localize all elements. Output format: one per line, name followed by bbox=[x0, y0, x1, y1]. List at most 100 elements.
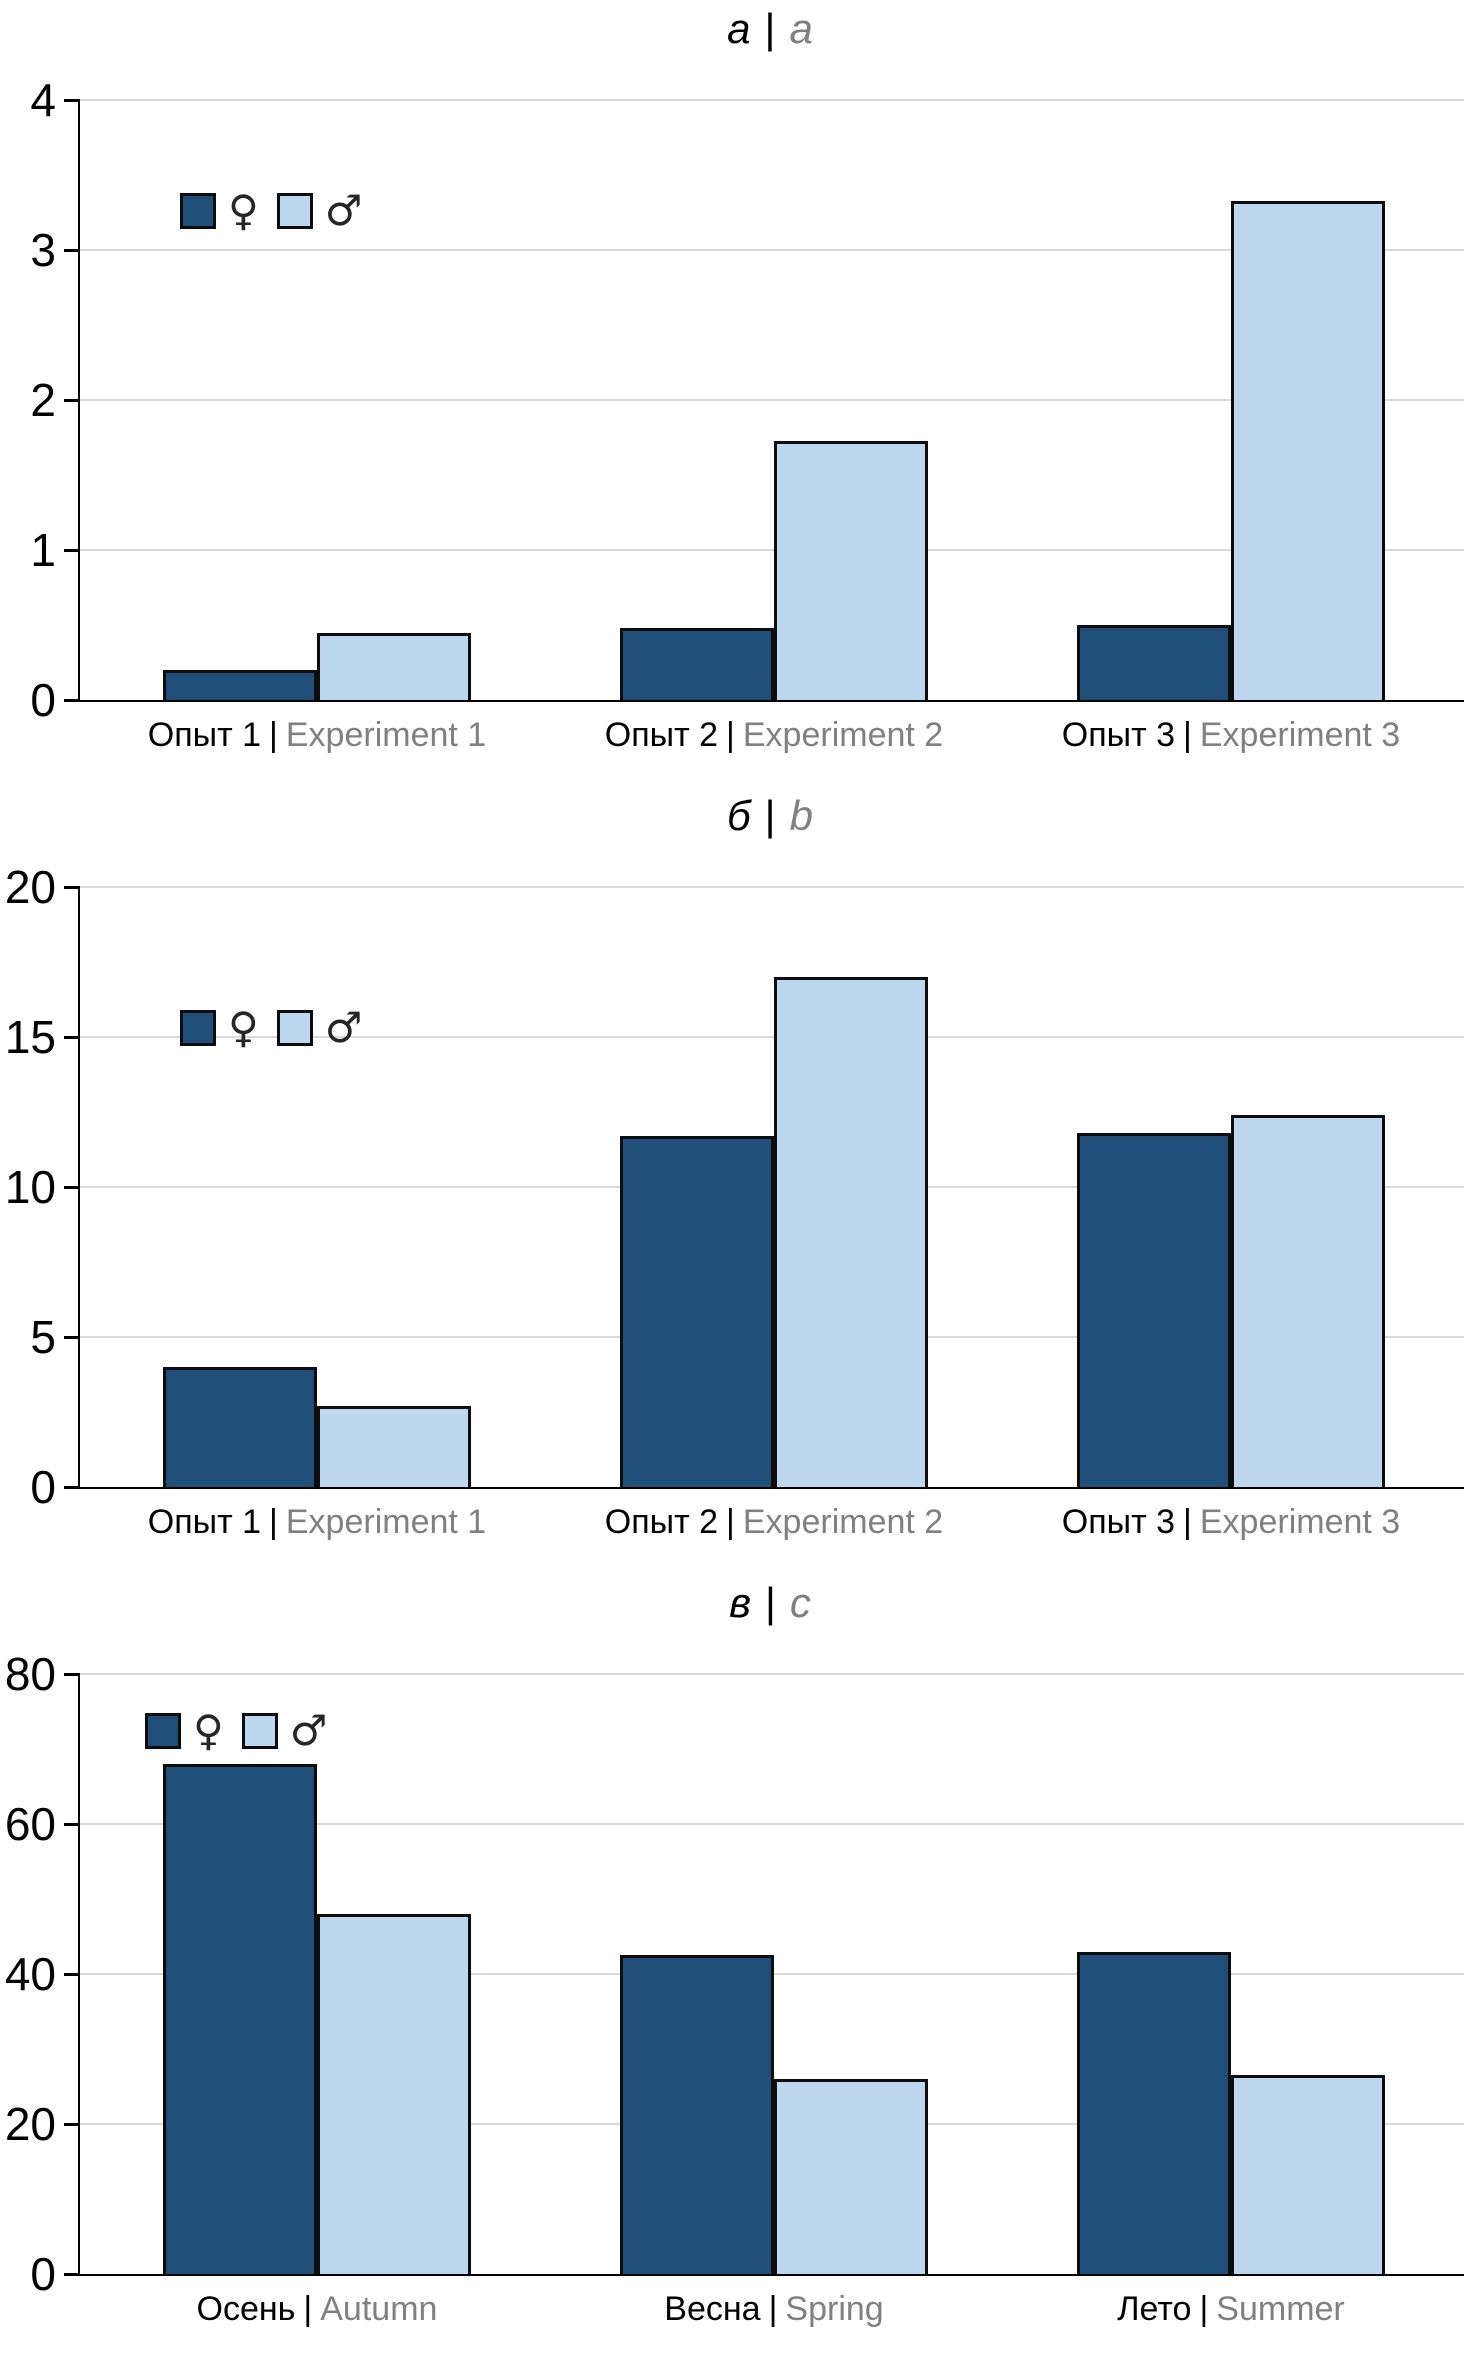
x-label-en: Experiment 1 bbox=[285, 1503, 487, 1541]
male-symbol: ♂ bbox=[324, 186, 363, 235]
bar-male-2 bbox=[774, 977, 928, 1487]
gridline-y-2 bbox=[80, 399, 1464, 401]
gridline-y-1 bbox=[80, 549, 1464, 551]
chart-title-separator: | bbox=[764, 792, 776, 839]
x-category-label-2: Опыт 2 | Experiment 2 bbox=[544, 716, 1004, 755]
y-axis-tick-0 bbox=[64, 2273, 80, 2276]
x-category-label-3: Опыт 3 | Experiment 3 bbox=[1001, 1503, 1461, 1542]
bar-female-3 bbox=[1077, 1133, 1231, 1487]
bar-female-3 bbox=[1077, 625, 1231, 700]
x-label-ru: Опыт 1 bbox=[147, 716, 262, 754]
x-label-separator: | bbox=[768, 2290, 778, 2328]
x-label-ru: Весна bbox=[664, 2290, 761, 2328]
bar-male-3 bbox=[1231, 200, 1385, 700]
chart-title-separator: | bbox=[764, 5, 776, 52]
x-label-separator: | bbox=[269, 1503, 278, 1541]
x-label-ru: Опыт 3 bbox=[1061, 1503, 1176, 1541]
male-symbol: ♂ bbox=[289, 1706, 328, 1755]
x-label-ru: Опыт 2 bbox=[604, 716, 719, 754]
female-symbol: ♀ bbox=[193, 1706, 224, 1755]
chart-title-en: b bbox=[789, 792, 813, 839]
bar-female-2 bbox=[620, 1955, 774, 2274]
y-axis-tick-0 bbox=[64, 699, 80, 702]
y-axis-tick-15 bbox=[64, 1036, 80, 1039]
x-label-separator: | bbox=[1199, 2290, 1209, 2328]
bar-female-2 bbox=[620, 628, 774, 700]
y-axis-tick-5 bbox=[64, 1336, 80, 1339]
legend-swatch-male bbox=[241, 1713, 278, 1749]
gridline-y-3 bbox=[80, 249, 1464, 251]
x-category-label-1: Опыт 1 | Experiment 1 bbox=[87, 716, 547, 755]
bar-female-1 bbox=[163, 670, 317, 700]
y-axis-tick-80 bbox=[64, 1673, 80, 1676]
chart-title-a: а | a bbox=[78, 5, 1462, 52]
bar-female-1 bbox=[163, 1764, 317, 2274]
x-label-ru: Опыт 2 bbox=[604, 1503, 719, 1541]
chart-title-c: в | c bbox=[78, 1579, 1462, 1626]
y-tick-label-60: 60 bbox=[4, 1798, 56, 1850]
x-category-label-3: Лето | Summer bbox=[1001, 2290, 1461, 2329]
bar-female-3 bbox=[1077, 1951, 1231, 2274]
bar-male-1 bbox=[317, 1406, 471, 1487]
plot-area-b: ♀ ♂ 0 5 10 15 20 Опыт 1 | Experiment 1 Опыт 2 | Ex… bbox=[5, 861, 1464, 1541]
y-tick-label-80: 80 bbox=[4, 1648, 56, 1700]
bar-male-1 bbox=[317, 1914, 471, 2274]
female-symbol: ♀ bbox=[228, 186, 259, 235]
gridline-y-60 bbox=[80, 1823, 1464, 1825]
plot-area-c: ♀ ♂ 0 20 40 60 80 Осень | Autumn Весна | Spring Лет… bbox=[5, 1648, 1464, 2328]
legend-swatch-female bbox=[145, 1713, 181, 1749]
y-tick-label-0: 0 bbox=[30, 2248, 56, 2300]
gridline-y-20 bbox=[80, 886, 1464, 888]
x-label-ru: Опыт 3 bbox=[1061, 716, 1176, 754]
chart-title-ru: в bbox=[729, 1579, 751, 1626]
gridline-y-80 bbox=[80, 1673, 1464, 1675]
bar-male-3 bbox=[1231, 1115, 1385, 1487]
y-tick-label-1: 1 bbox=[30, 524, 56, 576]
x-label-separator: | bbox=[1183, 716, 1192, 754]
y-tick-label-15: 15 bbox=[4, 1011, 56, 1063]
x-label-en: Summer bbox=[1216, 2290, 1345, 2328]
legend-c: ♀ ♂ bbox=[145, 1710, 345, 1752]
legend-swatch-female bbox=[180, 193, 216, 229]
chart-section-b: б | b ♀ ♂ 0 5 10 15 20 Опыт 1 | Experiment 1 Опыт … bbox=[0, 787, 1472, 1574]
y-axis-tick-1 bbox=[64, 549, 80, 552]
x-label-ru: Лето bbox=[1117, 2290, 1192, 2328]
chart-section-c: в | c ♀ ♂ 0 20 40 60 80 Осень | Autumn Весна | Sprin… bbox=[0, 1574, 1472, 2361]
y-tick-label-0: 0 bbox=[30, 674, 56, 726]
bar-female-2 bbox=[620, 1136, 774, 1487]
y-axis-tick-2 bbox=[64, 399, 80, 402]
gridline-y-4 bbox=[80, 99, 1464, 101]
female-symbol: ♀ bbox=[228, 1003, 259, 1052]
chart-section-a: а | a ♀ ♂ 0 1 2 3 4 Опыт 1 | Experiment 1 Опыт 2 | E… bbox=[0, 0, 1472, 787]
x-label-en: Autumn bbox=[320, 2290, 438, 2328]
y-axis-tick-20 bbox=[64, 886, 80, 889]
y-tick-label-5: 5 bbox=[30, 1311, 56, 1363]
chart-title-b: б | b bbox=[78, 792, 1462, 839]
bar-female-1 bbox=[163, 1367, 317, 1487]
x-label-separator: | bbox=[1183, 1503, 1192, 1541]
bar-male-3 bbox=[1231, 2075, 1385, 2274]
y-tick-label-40: 40 bbox=[4, 1948, 56, 2000]
x-label-separator: | bbox=[726, 1503, 735, 1541]
y-tick-label-0: 0 bbox=[30, 1461, 56, 1513]
x-label-en: Experiment 3 bbox=[1199, 1503, 1401, 1541]
x-category-label-3: Опыт 3 | Experiment 3 bbox=[1001, 716, 1461, 755]
bar-male-1 bbox=[317, 632, 471, 700]
y-tick-label-20: 20 bbox=[4, 2098, 56, 2150]
gridline-y-15 bbox=[80, 1036, 1464, 1038]
y-axis-tick-3 bbox=[64, 249, 80, 252]
x-label-en: Spring bbox=[785, 2290, 884, 2328]
x-label-separator: | bbox=[269, 716, 278, 754]
x-label-en: Experiment 2 bbox=[742, 1503, 944, 1541]
y-axis-tick-60 bbox=[64, 1823, 80, 1826]
chart-title-ru: а bbox=[727, 5, 751, 52]
y-axis-tick-10 bbox=[64, 1186, 80, 1189]
x-category-label-2: Весна | Spring bbox=[544, 2290, 1004, 2329]
bar-male-2 bbox=[774, 440, 928, 700]
x-label-separator: | bbox=[303, 2290, 313, 2328]
legend-b: ♀ ♂ bbox=[180, 1007, 380, 1049]
legend-a: ♀ ♂ bbox=[180, 190, 380, 232]
y-tick-label-20: 20 bbox=[4, 861, 56, 913]
y-tick-label-3: 3 bbox=[30, 224, 56, 276]
